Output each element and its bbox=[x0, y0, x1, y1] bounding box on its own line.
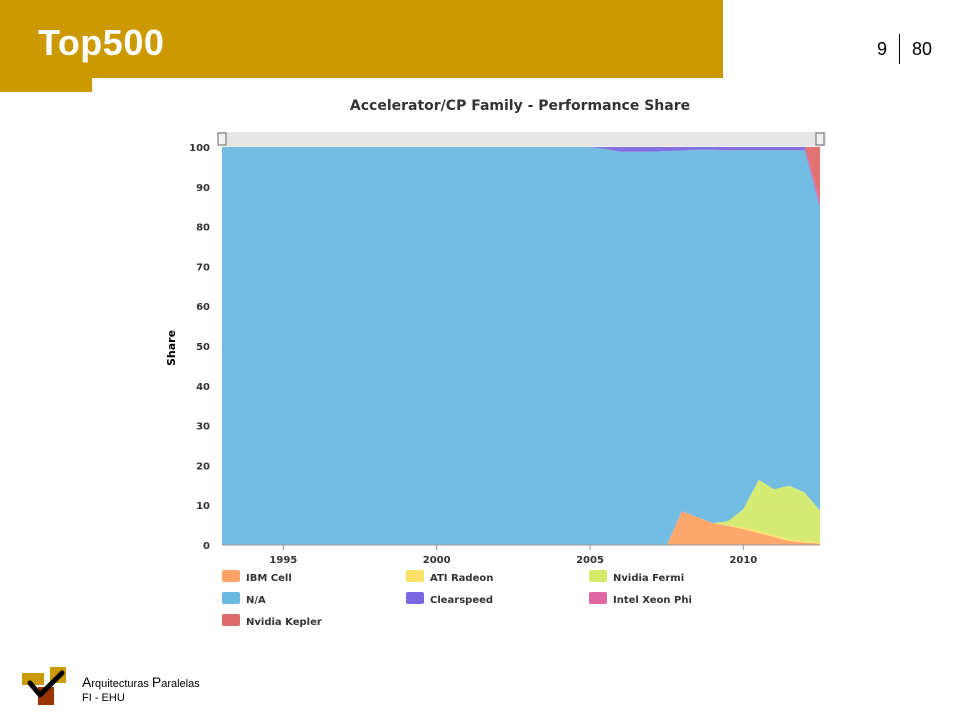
y-tick-label: 70 bbox=[196, 262, 210, 273]
legend-swatch-intel-xeon-phi bbox=[589, 592, 607, 604]
page-indicator: 9 80 bbox=[877, 34, 932, 64]
x-tick-label: 2010 bbox=[729, 555, 757, 566]
university-logo-icon bbox=[22, 667, 66, 705]
page-total: 80 bbox=[911, 38, 932, 59]
y-tick-label: 90 bbox=[196, 183, 210, 194]
y-tick-label: 10 bbox=[196, 501, 210, 512]
footer-cap-p: P bbox=[151, 674, 162, 690]
footer-cap-a: A bbox=[82, 674, 92, 690]
page-divider bbox=[898, 34, 900, 64]
area-layer bbox=[222, 147, 820, 545]
legend-label-clearspeed[interactable]: Clearspeed bbox=[430, 595, 493, 606]
navigator-handle-right[interactable] bbox=[815, 132, 825, 146]
legend: IBM Cell ATI Radeon Nvidia Fermi N/A Clearsp… bbox=[222, 570, 692, 628]
footer-faculty: FI - EHU bbox=[82, 692, 125, 704]
chart-title: Accelerator/CP Family - Performance Shar… bbox=[350, 98, 690, 114]
legend-label-nvidia-fermi[interactable]: Nvidia Fermi bbox=[613, 573, 684, 584]
x-tick-label: 1995 bbox=[269, 555, 297, 566]
header-tab bbox=[0, 78, 92, 92]
navigator-bar bbox=[218, 132, 826, 146]
legend-swatch-ati-radeon bbox=[406, 570, 424, 582]
series-area-n-a bbox=[222, 147, 820, 545]
legend-swatch-n-a bbox=[222, 592, 240, 604]
y-tick-label: 40 bbox=[196, 382, 210, 393]
legend-label-intel-xeon-phi[interactable]: Intel Xeon Phi bbox=[613, 595, 692, 606]
performance-share-chart: Accelerator/CP Family - Performance Shar… bbox=[165, 98, 826, 628]
footer-text-2: aralelas bbox=[161, 678, 200, 690]
series-area-ibm-cell bbox=[222, 511, 820, 545]
legend-swatch-clearspeed bbox=[406, 592, 424, 604]
axis-layer: 0 10 20 30 40 50 60 70 80 90 100 1995 2000 2005 2010 bbox=[189, 143, 820, 566]
x-tick-label: 2000 bbox=[423, 555, 451, 566]
footer-course-name: Arquitecturas Paralelas bbox=[82, 674, 200, 690]
y-tick-label: 100 bbox=[189, 143, 210, 154]
header-band bbox=[0, 0, 723, 78]
legend-swatch-ibm-cell bbox=[222, 570, 240, 582]
y-tick-label: 50 bbox=[196, 342, 210, 353]
series-area-nvidia-fermi bbox=[222, 479, 820, 545]
legend-label-n-a[interactable]: N/A bbox=[246, 595, 266, 606]
y-tick-label: 30 bbox=[196, 422, 210, 433]
y-axis-label: Share bbox=[165, 330, 178, 366]
y-tick-label: 60 bbox=[196, 302, 210, 313]
legend-label-ibm-cell[interactable]: IBM Cell bbox=[246, 573, 292, 584]
y-tick-label: 80 bbox=[196, 223, 210, 234]
x-tick-label: 2005 bbox=[576, 555, 604, 566]
slide-title: Top500 bbox=[38, 22, 165, 63]
y-tick-label: 20 bbox=[196, 461, 210, 472]
footer-text-1: rquitecturas bbox=[91, 678, 152, 690]
page-current: 9 bbox=[876, 38, 887, 59]
y-tick-label: 0 bbox=[203, 541, 210, 552]
legend-swatch-nvidia-kepler bbox=[222, 614, 240, 626]
legend-swatch-nvidia-fermi bbox=[589, 570, 607, 582]
legend-label-nvidia-kepler[interactable]: Nvidia Kepler bbox=[246, 617, 322, 628]
navigator-handle-left[interactable] bbox=[217, 132, 227, 146]
legend-label-ati-radeon[interactable]: ATI Radeon bbox=[430, 573, 493, 584]
